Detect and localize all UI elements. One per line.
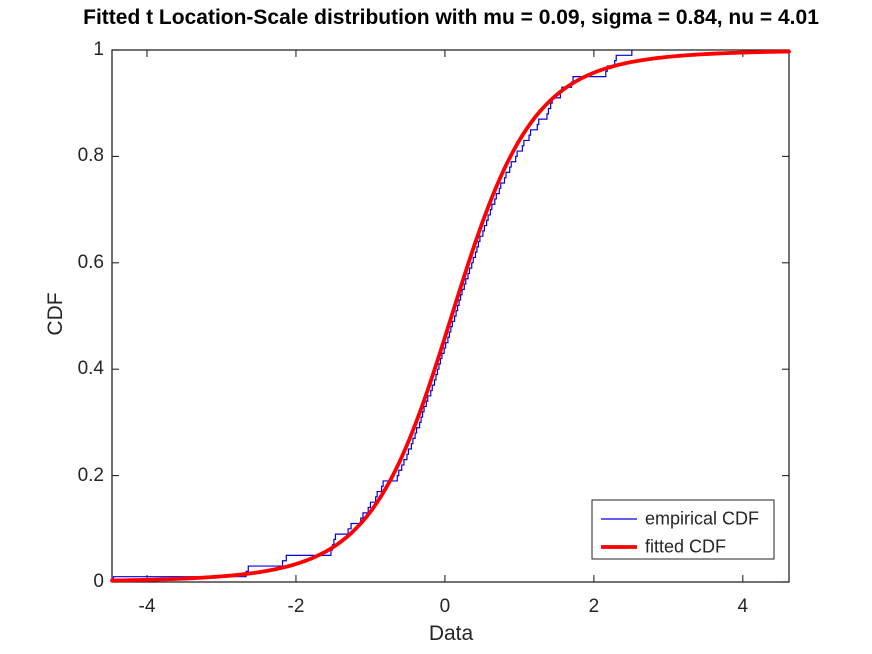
legend-entry-empirical-cdf: empirical CDF xyxy=(645,508,760,529)
y-tick-label: 0 xyxy=(93,571,104,592)
y-tick-label: 0.4 xyxy=(77,358,104,380)
y-tick-label: 0.6 xyxy=(77,251,104,273)
legend-box xyxy=(591,499,775,560)
legend-entry-fitted-cdf: fitted CDF xyxy=(645,536,727,557)
fitted-cdf-curve xyxy=(110,49,791,583)
x-tick-label: -4 xyxy=(138,596,156,617)
x-tick-label: 0 xyxy=(439,596,451,617)
x-tick-label: -2 xyxy=(287,596,305,617)
y-tick-label: 0.2 xyxy=(77,464,104,486)
y-tick-label: 1 xyxy=(93,39,104,60)
x-axis-label: Data xyxy=(428,622,474,645)
chart-title: Fitted t Location-Scale distribution wit… xyxy=(83,6,819,29)
x-tick-label: 4 xyxy=(737,596,749,617)
x-tick-label: 2 xyxy=(588,596,600,617)
y-axis-label: CDF xyxy=(44,292,67,336)
empirical-cdf-line xyxy=(112,50,633,582)
y-tick-label: 0.8 xyxy=(77,145,104,167)
